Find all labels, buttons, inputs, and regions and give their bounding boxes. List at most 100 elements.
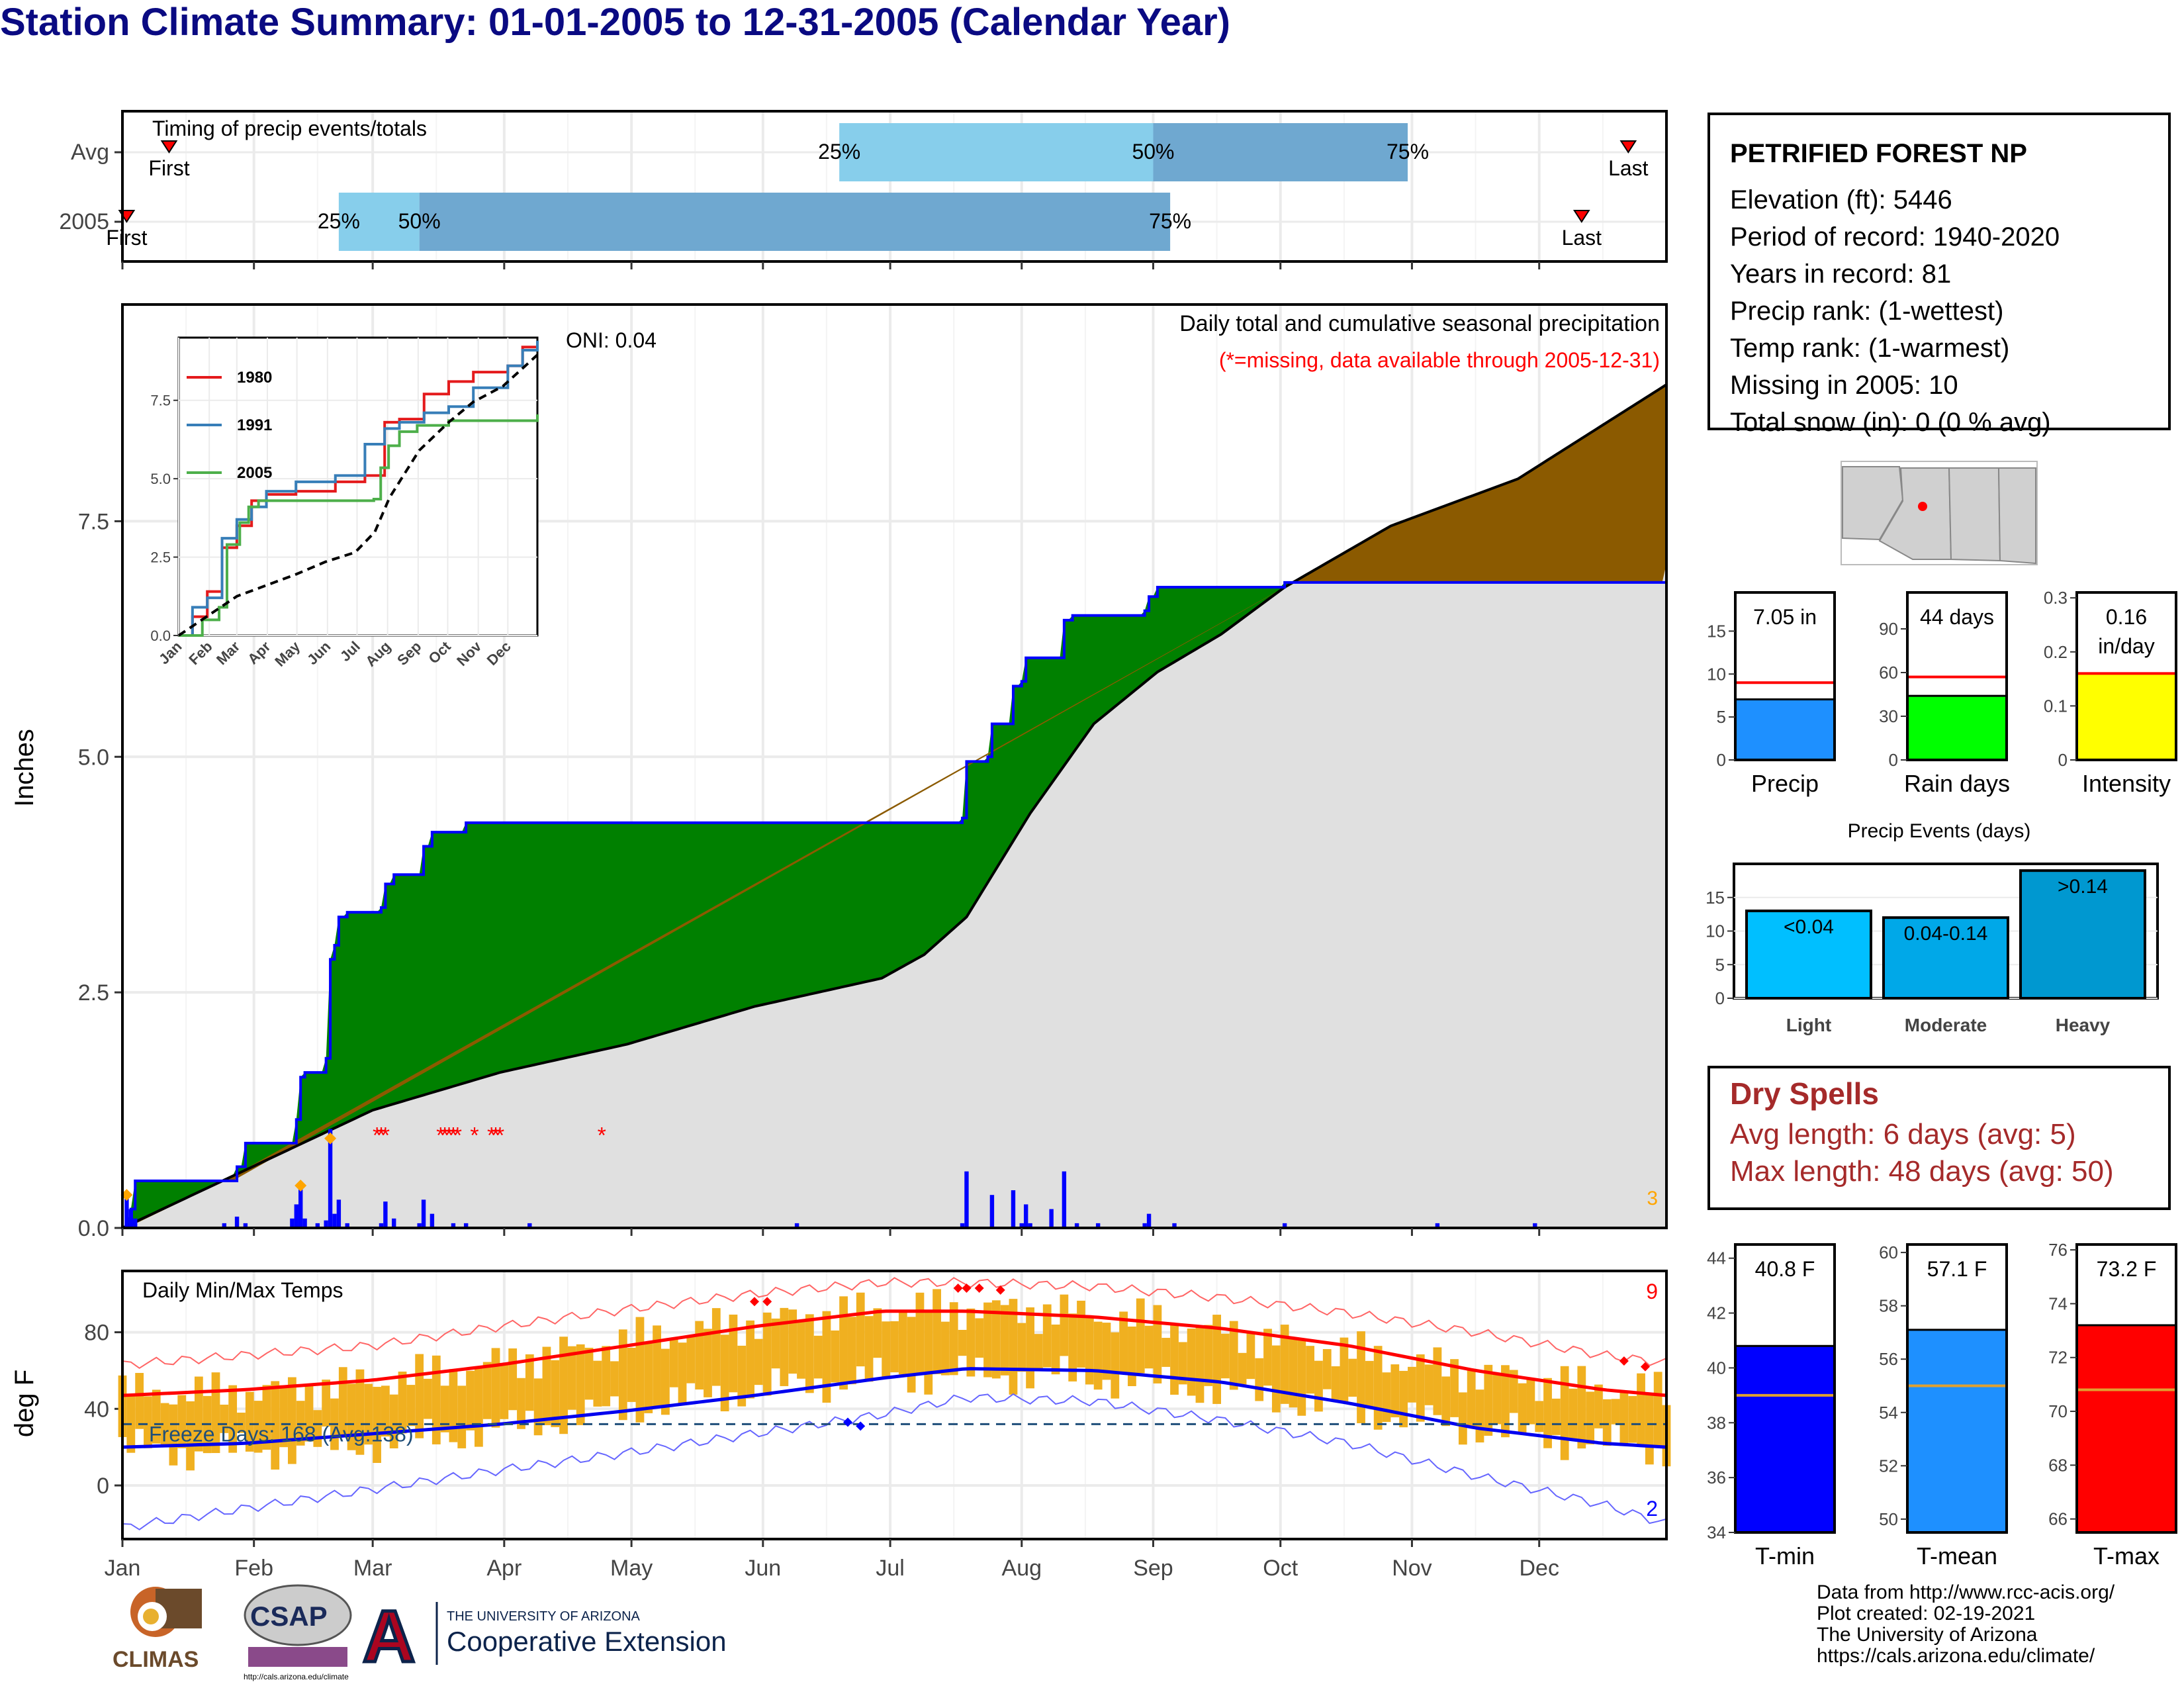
pevents-category-1: Moderate: [1905, 1015, 1987, 1035]
temps-daily-bar-295: [1365, 1360, 1374, 1408]
temps-daily-bar-49: [322, 1380, 331, 1427]
temps-daily-bar-353: [1611, 1399, 1620, 1425]
precip-daily-bar-28: [989, 1195, 995, 1228]
temps-daily-bar-281: [1306, 1346, 1315, 1394]
ptotals-ytick-label-0-2: 10: [1707, 664, 1726, 684]
temps-title: Daily Min/Max Temps: [142, 1278, 343, 1302]
precip-daily-bar-13: [332, 1213, 337, 1228]
pevents-bar-1: [1882, 916, 2009, 1000]
temps-daily-bar-327: [1501, 1365, 1510, 1438]
tmeans-value-label-1: 57.1 F: [1927, 1257, 1987, 1281]
temps-daily-bar-95: [517, 1378, 525, 1429]
precip-daily-bar-17: [383, 1201, 388, 1228]
temps-daily-bar-107: [567, 1346, 576, 1410]
timing-frame: [121, 110, 1668, 263]
temps-daily-bar-143: [720, 1335, 729, 1412]
temps-daily-bar-37: [271, 1381, 280, 1470]
temps-daily-bar-223: [1060, 1294, 1069, 1356]
temps-daily-bar-137: [695, 1321, 704, 1390]
temps-daily-bar-249: [1170, 1323, 1179, 1395]
temps-xtick-label-2: Mar: [353, 1556, 392, 1581]
pevents-ytick-label-0: 0: [1715, 988, 1725, 1008]
temps-daily-bar-275: [1280, 1325, 1289, 1404]
precip-daily-bar-2: [133, 1218, 138, 1228]
timing-last-label-1: Last: [1562, 226, 1602, 250]
tmeans-bar-0: [1734, 1344, 1836, 1534]
tmeans-ytick-label-0-3: 40: [1707, 1358, 1726, 1378]
temps-daily-bar-289: [1340, 1337, 1349, 1403]
timing-q25-label-0: 25%: [818, 140, 860, 164]
temps-daily-bar-197: [949, 1302, 958, 1376]
precip-daily-bar-39: [1172, 1223, 1177, 1228]
precip-corner-count: 3: [1647, 1188, 1658, 1209]
temps-xtick-label-10: Nov: [1392, 1556, 1432, 1581]
station-line-precip-rank: Precip rank: (1-wettest): [1730, 297, 2004, 326]
precip-daily-bar-26: [960, 1223, 965, 1228]
precip-ytick-label-1: 2.5: [78, 980, 109, 1006]
temps-xtick-label-8: Sep: [1133, 1556, 1173, 1581]
temps-daily-bar-177: [864, 1316, 874, 1382]
precip-daily-bar-32: [1028, 1223, 1032, 1228]
timing-q75-label-1: 75%: [1149, 209, 1191, 233]
temps-daily-bar-155: [771, 1318, 780, 1369]
tmeans-bar-1: [1906, 1329, 2008, 1534]
tmeans-ytick-label-2-0: 66: [2048, 1509, 2068, 1529]
temps-daily-bar-71: [415, 1354, 424, 1438]
temps-daily-bar-91: [500, 1364, 509, 1419]
ptotals-category-0: Precip: [1751, 770, 1819, 797]
precip-daily-bar-20: [421, 1199, 426, 1228]
temps-daily-bar-99: [533, 1378, 543, 1436]
tmeans-ytick-label-0-0: 34: [1707, 1523, 1726, 1542]
temps-daily-bar-141: [711, 1308, 721, 1386]
precip-missing-marker-12: *: [598, 1123, 606, 1149]
temps-daily-bar-359: [1637, 1373, 1645, 1446]
inset-ytick-label-3: 7.5: [150, 393, 171, 409]
pevents-category-0: Light: [1786, 1015, 1831, 1035]
precip-daily-bar-42: [1533, 1223, 1537, 1228]
temps-xtick-label-3: Apr: [486, 1556, 522, 1581]
tmeans-ytick-label-2-3: 72: [2048, 1348, 2068, 1368]
temps-daily-bar-19: [194, 1376, 203, 1452]
temps-record-max-line: [122, 1277, 1667, 1370]
temps-record-min-line: [122, 1393, 1667, 1530]
precip-avg-area: [122, 563, 1666, 1228]
precip-daily-bar-38: [1146, 1213, 1152, 1228]
temps-daily-bar-45: [304, 1383, 314, 1442]
temps-daily-bar-283: [1314, 1360, 1323, 1412]
temps-daily-bar-297: [1373, 1346, 1383, 1430]
ptotals-value-label-1: 44 days: [1920, 605, 1994, 629]
precip-daily-bar-23: [463, 1223, 469, 1228]
ptotals-category-2: Intensity: [2082, 770, 2171, 797]
temps-daily-bar-335: [1535, 1401, 1544, 1432]
precip-daily-bar-31: [1023, 1204, 1028, 1228]
precip-observed-line: [122, 563, 1668, 1229]
temps-daily-bar-329: [1509, 1370, 1518, 1413]
temps-daily-bar-73: [424, 1378, 432, 1419]
ua-line2: Cooperative Extension: [447, 1626, 727, 1657]
timing-first-label-0: First: [148, 156, 189, 180]
temps-daily-bar-145: [729, 1314, 738, 1393]
temps-daily-bar-265: [1238, 1352, 1247, 1385]
precip-daily-bar-27: [964, 1171, 969, 1228]
pevents-bar-label-0: <0.04: [1784, 916, 1834, 938]
temps-daily-bar-75: [432, 1355, 441, 1444]
inset-series-line-1991: [179, 340, 539, 637]
temps-daily-bar-65: [389, 1394, 398, 1448]
temps-daily-bar-357: [1628, 1395, 1637, 1443]
temps-record-high-marker-3: [962, 1284, 972, 1293]
temps-record-high-marker-0: [749, 1297, 759, 1307]
precip-ytick-label-2: 5.0: [78, 745, 109, 770]
temps-record-high-marker-4: [974, 1284, 984, 1293]
temps-record-high-marker-2: [953, 1284, 963, 1293]
temps-ylabel: deg F: [10, 1370, 39, 1437]
pevents-bar-label-1: 0.04-0.14: [1904, 923, 1988, 945]
temps-daily-bar-301: [1390, 1364, 1400, 1418]
temps-daily-bar-217: [1034, 1334, 1043, 1370]
precip-avg-line: [122, 383, 1668, 1229]
temps-ytick-label-1: 40: [84, 1397, 109, 1422]
temps-daily-bar-123: [635, 1317, 645, 1423]
temps-daily-bar-219: [1042, 1304, 1052, 1368]
temps-daily-bar-287: [1331, 1366, 1340, 1400]
temps-daily-bar-319: [1467, 1368, 1476, 1427]
ptotals-ytick-label-2-3: 0.3: [2044, 588, 2068, 608]
